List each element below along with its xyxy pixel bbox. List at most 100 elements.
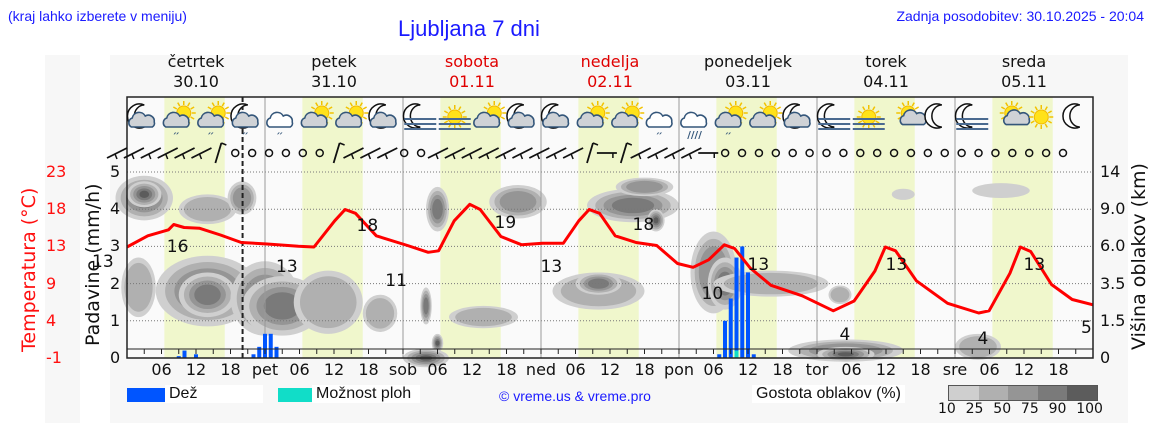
svg-text:״: ״ bbox=[656, 130, 663, 141]
sun-cloud-icon bbox=[611, 101, 645, 128]
day-name: ponedeljek bbox=[704, 52, 792, 71]
x-hour-label: 06 bbox=[703, 360, 724, 379]
moon-cloud-icon bbox=[368, 103, 397, 129]
day-name: torek bbox=[865, 52, 907, 71]
x-hour-label: 18 bbox=[1048, 360, 1069, 379]
temperature-annotation: 19 bbox=[494, 213, 517, 233]
moon-fog-icon bbox=[816, 103, 851, 130]
moon-cloud-icon bbox=[126, 103, 156, 129]
cloud-density-tick: 25 bbox=[965, 401, 984, 417]
temperature-annotation: 10 bbox=[701, 284, 724, 304]
sun-cloud-drizzle-icon: ״ bbox=[714, 101, 748, 141]
day-header-1: petek 31.10 bbox=[274, 52, 394, 92]
x-hour-label: 06 bbox=[151, 360, 172, 379]
moon-cloud-icon bbox=[540, 103, 570, 129]
moon-icon bbox=[1062, 103, 1081, 129]
x-hour-label: 06 bbox=[979, 360, 1000, 379]
x-hour-label: 12 bbox=[1013, 360, 1035, 379]
temperature-annotation: 4 bbox=[977, 329, 989, 349]
x-hour-label: 12 bbox=[599, 360, 621, 379]
cloud-heavy-rain-icon: //// bbox=[680, 111, 708, 141]
cloud-density-tick: 75 bbox=[1020, 401, 1039, 417]
precip-tick: 5 bbox=[110, 162, 121, 181]
sun-cloud-icon bbox=[335, 101, 369, 128]
moon-cloud-icon bbox=[782, 103, 811, 129]
cloud-density-tick: 90 bbox=[1048, 401, 1067, 417]
cloud-height-tick: 1.5 bbox=[1100, 310, 1126, 330]
temperature-tick: 13 bbox=[46, 236, 67, 256]
x-hour-label: 06 bbox=[427, 360, 448, 379]
day-header-4: ponedeljek 03.11 bbox=[688, 52, 808, 92]
precip-tick: 4 bbox=[110, 199, 121, 219]
day-date: 02.11 bbox=[587, 72, 633, 91]
temperature-annotation: 13 bbox=[276, 257, 298, 277]
moon-fog-icon bbox=[954, 103, 989, 130]
showers-legend-swatch bbox=[278, 388, 312, 402]
cloud-density-swatch bbox=[949, 386, 979, 400]
page-title: Ljubljana 7 dni bbox=[398, 16, 540, 41]
day-header-6: sreda 05.11 bbox=[964, 52, 1084, 92]
temperature-tick: 23 bbox=[46, 162, 67, 181]
cloud-height-tick: 9.0 bbox=[1100, 199, 1126, 219]
x-hour-label: 06 bbox=[565, 360, 586, 379]
sun-small-cloud-icon bbox=[999, 101, 1031, 126]
day-date: 04.11 bbox=[863, 72, 909, 91]
cloud-density-label: Gostota oblakov (%) bbox=[752, 385, 905, 403]
day-name: sreda bbox=[1001, 52, 1047, 71]
x-hour-label: 18 bbox=[496, 360, 517, 379]
cloud-height-tick: 3.5 bbox=[1100, 273, 1126, 293]
cloud-density-tick: 50 bbox=[993, 401, 1012, 417]
x-day-label: sob bbox=[388, 360, 418, 379]
temperature-axis-title: Temperatura (°C) bbox=[18, 187, 40, 352]
temperature-annotation: 5 bbox=[1081, 318, 1092, 338]
cloud-density-swatch bbox=[978, 386, 1009, 400]
temperature-annotation: 18 bbox=[356, 216, 379, 236]
last-update: Zadnja posodobitev: 30.10.2025 - 20:04 bbox=[896, 8, 1144, 24]
cloud-drizzle-icon: ״ bbox=[266, 111, 294, 141]
sun-cloud-icon bbox=[576, 101, 610, 128]
rain-legend-label: Dež bbox=[165, 385, 263, 403]
x-day-label: tor bbox=[805, 360, 829, 379]
rain-bars bbox=[176, 246, 756, 358]
moon-cloud-icon bbox=[506, 103, 535, 129]
x-hour-label: 18 bbox=[358, 360, 379, 379]
cloud-density-swatch bbox=[1008, 386, 1038, 400]
x-hour-label: 06 bbox=[841, 360, 862, 379]
day-date: 03.11 bbox=[725, 72, 771, 91]
cloud-density-ticks: 10 25 50 75 90 100 bbox=[938, 401, 1103, 417]
day-header-0: četrtek 30.10 bbox=[136, 52, 256, 92]
cloud-height-tick: 0 bbox=[1100, 348, 1111, 367]
temperature-annotation: 13 bbox=[540, 257, 563, 277]
x-hour-label: 18 bbox=[634, 360, 655, 379]
day-name: petek bbox=[311, 52, 357, 71]
temperature-annotation: 16 bbox=[166, 237, 189, 257]
day-name: četrtek bbox=[167, 52, 225, 71]
temperature-tick: 4 bbox=[46, 310, 57, 330]
temperature-annotation: 13 bbox=[1023, 255, 1046, 275]
cloud-density-tick: 100 bbox=[1076, 401, 1103, 417]
temperature-axis-panel bbox=[45, 55, 80, 423]
day-header-5: torek 04.11 bbox=[826, 52, 946, 92]
cloud-rain-icon: ״ bbox=[645, 111, 673, 141]
sun-cloud-icon bbox=[749, 101, 783, 128]
sun-cloud-icon bbox=[473, 101, 507, 128]
cloud-density-tick: 10 bbox=[938, 401, 956, 417]
copyright-link[interactable]: © vreme.us & vreme.pro bbox=[499, 388, 651, 404]
temperature-tick: -1 bbox=[46, 348, 62, 367]
x-day-label: ned bbox=[525, 360, 557, 379]
x-hour-label: 12 bbox=[737, 360, 759, 379]
day-name: sobota bbox=[444, 52, 500, 71]
x-hour-label: 18 bbox=[220, 360, 241, 379]
showers-legend-label: Možnost ploh bbox=[312, 385, 420, 403]
moon-fog-icon bbox=[402, 103, 437, 130]
region-hint: (kraj lahko izberete v meniju) bbox=[8, 8, 187, 24]
x-hour-label: 12 bbox=[323, 360, 345, 379]
temperature-annotation: 13 bbox=[747, 255, 770, 275]
svg-text:״: ״ bbox=[207, 130, 214, 141]
temperature-annotation: 18 bbox=[632, 215, 655, 235]
temperature-annotation: 4 bbox=[839, 325, 851, 345]
rain-legend-swatch bbox=[127, 388, 175, 402]
svg-text:״: ״ bbox=[276, 130, 283, 141]
grid-lines bbox=[127, 97, 1093, 358]
sun-cloud-drizzle-icon: ״ bbox=[162, 101, 196, 141]
